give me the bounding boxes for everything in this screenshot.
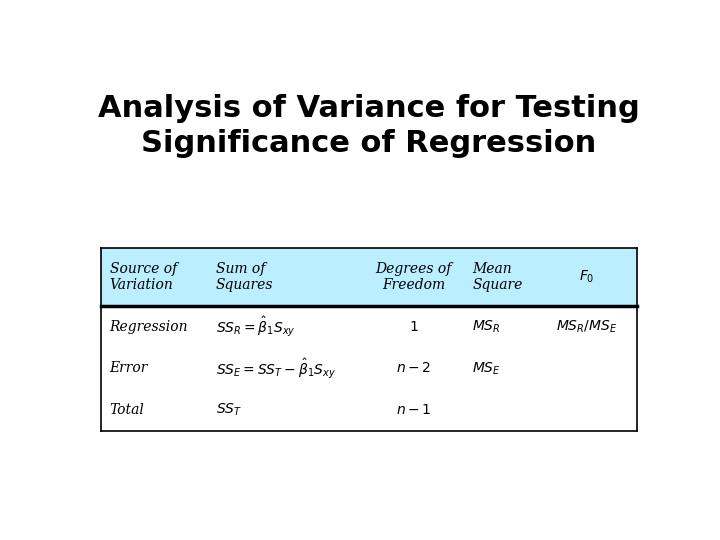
Text: $F_0$: $F_0$ [579,269,595,285]
Text: $n - 2$: $n - 2$ [396,361,431,375]
Text: $SS_R = \hat{\beta}_1 S_{xy}$: $SS_R = \hat{\beta}_1 S_{xy}$ [215,314,295,339]
Text: $MS_E$: $MS_E$ [472,360,501,376]
Bar [101,248,636,306]
Text: Sum of
Squares: Sum of Squares [215,262,273,292]
Bar [101,306,636,431]
Text: Error: Error [109,361,148,375]
Text: $MS_R$: $MS_R$ [472,319,501,335]
Text: $SS_E = SS_T - \hat{\beta}_1 S_{xy}$: $SS_E = SS_T - \hat{\beta}_1 S_{xy}$ [215,356,336,381]
Text: $1$: $1$ [409,320,418,334]
Text: Total: Total [109,403,145,417]
Text: Source of
Variation: Source of Variation [109,262,177,292]
Text: Mean
Square: Mean Square [472,262,523,292]
Text: Degrees of
Freedom: Degrees of Freedom [375,262,452,292]
Text: $n - 1$: $n - 1$ [396,403,431,417]
Text: $MS_R/MS_E$: $MS_R/MS_E$ [556,319,617,335]
Text: Analysis of Variance for Testing
Significance of Regression: Analysis of Variance for Testing Signifi… [98,94,640,158]
Text: Regression: Regression [109,320,188,334]
Text: $SS_T$: $SS_T$ [215,402,242,418]
